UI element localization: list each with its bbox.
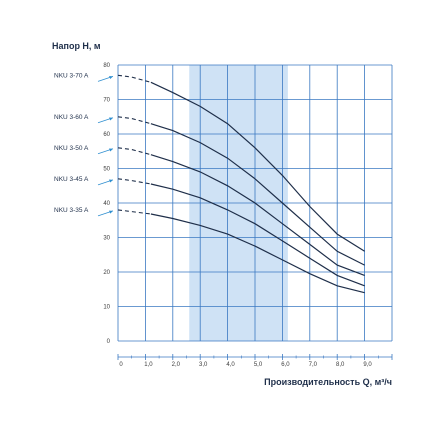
arrow-head-icon bbox=[109, 210, 113, 214]
series-label: NKU 3-70 A bbox=[54, 72, 89, 79]
x-tick-label: 0 bbox=[119, 362, 123, 368]
x-tick-label: 7,0 bbox=[309, 362, 318, 368]
arrow-head-icon bbox=[109, 148, 113, 152]
series-label: NKU 3-45 A bbox=[54, 176, 89, 183]
x-tick-label: 3,0 bbox=[199, 362, 208, 368]
arrow-head-icon bbox=[109, 117, 113, 121]
series-curve bbox=[150, 154, 365, 276]
grid bbox=[117, 64, 393, 342]
y-axis-ticks: 0 10 20 30 40 50 60 70 80 bbox=[103, 63, 110, 345]
x-axis-ticks: 0 1,0 2,0 3,0 4,0 5,0 6,0 7,0 8,0 9,0 bbox=[117, 354, 393, 368]
arrow-head-icon bbox=[109, 179, 113, 183]
x-tick-label: 5,0 bbox=[254, 362, 263, 368]
y-tick-label: 60 bbox=[103, 132, 110, 138]
y-tick-label: 30 bbox=[103, 236, 110, 242]
series-curve-dashed bbox=[117, 209, 151, 215]
y-tick-label: 70 bbox=[103, 98, 110, 104]
series-curve-dashed bbox=[117, 178, 151, 185]
y-tick-label: 0 bbox=[107, 339, 111, 345]
y-tick-label: 50 bbox=[103, 167, 110, 173]
series-curve-dashed bbox=[117, 147, 152, 156]
y-tick-label: 20 bbox=[103, 270, 110, 276]
x-tick-label: 8,0 bbox=[336, 362, 345, 368]
series-labels: NKU 3-70 A NKU 3-60 A NKU 3-50 A NKU 3-45 A… bbox=[54, 72, 114, 217]
x-tick-label: 6,0 bbox=[281, 362, 290, 368]
x-tick-label: 1,0 bbox=[144, 362, 153, 368]
arrow-head-icon bbox=[109, 76, 113, 80]
series-curve bbox=[150, 183, 365, 287]
series-curve bbox=[150, 213, 365, 294]
series-label: NKU 3-35 A bbox=[54, 207, 89, 214]
x-axis-title: Производительность Q, м³/ч bbox=[264, 377, 392, 387]
series-curve-dashed bbox=[117, 74, 152, 83]
y-tick-label: 10 bbox=[103, 305, 110, 311]
series-label: NKU 3-60 A bbox=[54, 114, 89, 121]
series-curve-dashed bbox=[117, 116, 152, 125]
y-tick-label: 40 bbox=[103, 201, 110, 207]
x-tick-label: 2,0 bbox=[172, 362, 181, 368]
y-tick-label: 80 bbox=[103, 63, 110, 69]
series-label: NKU 3-50 A bbox=[54, 145, 89, 152]
x-tick-label: 9,0 bbox=[363, 362, 372, 368]
y-axis-title: Напор H, м bbox=[52, 41, 101, 51]
series-curves bbox=[117, 74, 365, 294]
series-curve bbox=[150, 123, 365, 266]
x-tick-label: 4,0 bbox=[226, 362, 235, 368]
series-curve bbox=[150, 81, 365, 252]
